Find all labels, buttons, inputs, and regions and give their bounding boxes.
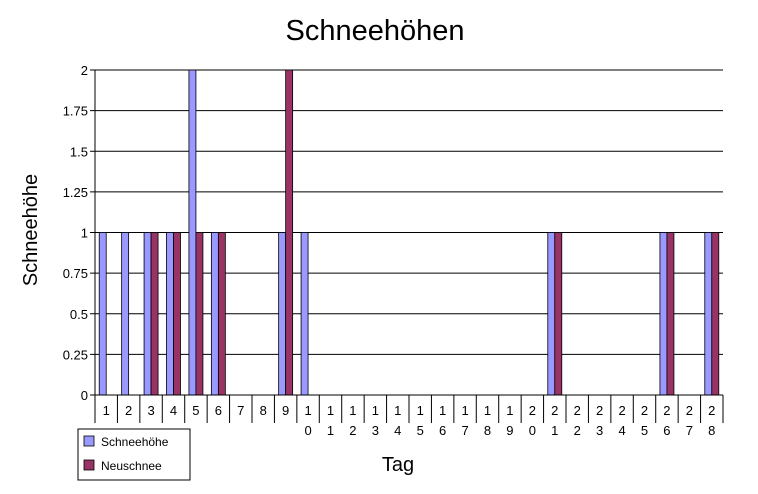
x-tick-label: 1 xyxy=(103,403,110,418)
y-tick-label: 0.75 xyxy=(63,266,88,281)
bar-neuschnee xyxy=(285,69,294,396)
chart-title: Schneehöhen xyxy=(286,15,465,47)
y-tick-labels: 0 0.25 0.5 0.75 1 1.25 1.5 1.75 2 xyxy=(63,63,88,403)
y-tick-label: 0.25 xyxy=(63,347,88,362)
bar-schneehoehe xyxy=(300,232,309,396)
bar-schneehoehe xyxy=(547,232,556,396)
y-tick-label: 0 xyxy=(81,388,88,403)
x-tick-label: 6 xyxy=(215,403,222,418)
legend-box xyxy=(77,428,191,481)
bar-schneehoehe xyxy=(278,232,287,396)
gridlines xyxy=(90,69,723,396)
y-tick-label: 1.75 xyxy=(63,104,88,119)
bar-schneehoehe xyxy=(659,232,668,396)
bar-schneehoehe xyxy=(166,232,174,396)
y-tick-label: 1 xyxy=(81,226,88,241)
x-tick-labels: 1 2 3 4 5 6 7 8 9 1 01 11 21 31 41 51 61 71 81 92 02 12 22 32 42… xyxy=(103,403,716,438)
legend-swatch-schneehoehe xyxy=(83,435,95,447)
y-tick-label: 1.25 xyxy=(63,185,88,200)
bar-schneehoehe xyxy=(704,232,713,396)
x-tick-label: 7 xyxy=(237,403,244,418)
bar-neuschnee xyxy=(217,232,226,396)
legend-swatch-neuschnee xyxy=(83,459,95,471)
bar-neuschnee xyxy=(150,232,159,396)
legend: Schneehöhe Neuschnee xyxy=(77,428,191,481)
y-tick-label: 2 xyxy=(81,63,88,78)
x-tick-label: 3 xyxy=(147,403,154,418)
legend-label-schneehoehe: Schneehöhe xyxy=(101,435,169,449)
x-axis-label: Tag xyxy=(382,454,414,476)
x-tick-label: 2 xyxy=(125,403,132,418)
x-tick-label: 9 xyxy=(282,403,289,418)
x-tick-label: 5 xyxy=(192,403,199,418)
bar-schneehoehe xyxy=(121,232,130,396)
bar-schneehoehe xyxy=(143,232,152,396)
bar-neuschnee xyxy=(195,232,204,396)
bar-neuschnee xyxy=(711,232,720,396)
y-axis-label: Schneehöhe xyxy=(20,174,42,286)
legend-label-neuschnee: Neuschnee xyxy=(101,459,162,473)
x-tick-label: 4 xyxy=(170,403,177,418)
bar-neuschnee xyxy=(173,232,181,396)
y-tick-label: 0.5 xyxy=(70,307,88,322)
bar-neuschnee xyxy=(666,232,675,396)
bar-schneehoehe xyxy=(188,69,197,396)
bar-schneehoehe xyxy=(98,232,107,396)
bar-neuschnee xyxy=(554,232,563,396)
y-tick-label: 1.5 xyxy=(70,144,88,159)
bars xyxy=(98,69,720,396)
axes xyxy=(94,70,724,423)
x-tick-label: 8 xyxy=(260,403,267,418)
bar-schneehoehe xyxy=(210,232,219,396)
